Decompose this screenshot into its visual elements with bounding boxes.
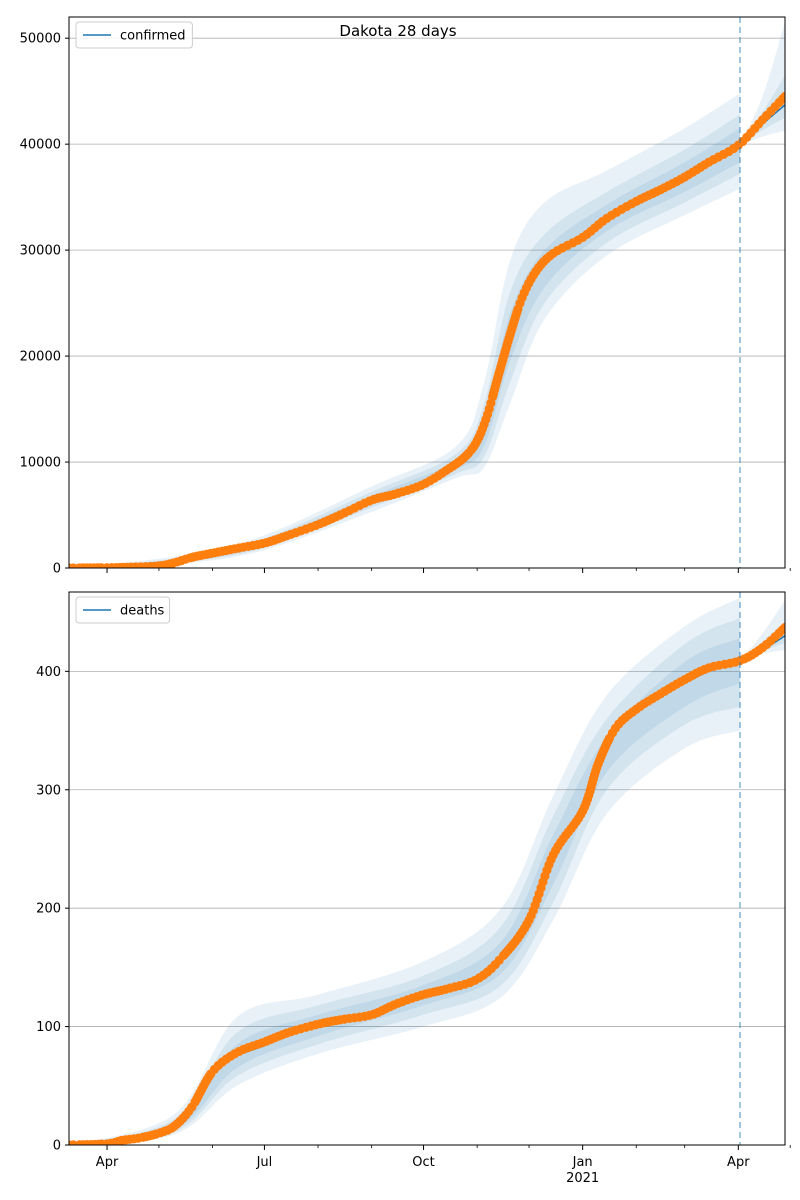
legend-box xyxy=(75,21,193,49)
figure-title: Dakota 28 days xyxy=(339,22,456,40)
band-inner xyxy=(69,128,741,568)
legend: deaths xyxy=(75,596,171,624)
y-tick-label: 300 xyxy=(36,783,61,798)
y-tick-label: 400 xyxy=(36,665,61,680)
x-tick-label: Jul xyxy=(256,1155,273,1170)
band-forecast_outer xyxy=(740,600,785,661)
y-tick-label: 20000 xyxy=(20,350,61,365)
legend-label: deaths xyxy=(120,604,165,619)
y-tick-label: 0 xyxy=(53,1139,61,1154)
plot-area xyxy=(69,597,785,1145)
band-outer xyxy=(69,597,741,1145)
y-tick-label: 0 xyxy=(53,562,61,577)
legend-label: confirmed xyxy=(120,29,186,44)
observed-point xyxy=(780,622,785,633)
band-middle xyxy=(69,618,741,1145)
x-tick-label: Apr xyxy=(96,1155,119,1170)
plot-area xyxy=(69,22,785,568)
y-tick-label: 30000 xyxy=(20,244,61,259)
axes-frame xyxy=(68,591,786,1146)
observed-points xyxy=(69,91,785,568)
legend-box xyxy=(75,596,171,624)
band-outer xyxy=(69,93,741,568)
y-tick-label: 100 xyxy=(36,1020,61,1035)
axes-frame xyxy=(68,16,786,569)
confirmed-panel: 0 10000 20000 30000 40000 50000 confirmed xyxy=(20,16,791,577)
x-tick-label: Oct xyxy=(412,1155,434,1170)
y-tick-label: 10000 xyxy=(20,456,61,471)
y-tick-label: 200 xyxy=(36,902,61,917)
observed-points xyxy=(69,622,785,1145)
observed-point xyxy=(780,91,785,102)
y-tick-label: 50000 xyxy=(20,32,61,47)
x-tick-label: Apr xyxy=(727,1155,750,1170)
band-middle xyxy=(69,114,741,568)
legend: confirmed xyxy=(75,21,193,49)
x-tick-label: Jan xyxy=(572,1155,593,1170)
x-tick-sublabel: 2021 xyxy=(566,1171,599,1186)
y-tick-label: 40000 xyxy=(20,138,61,153)
